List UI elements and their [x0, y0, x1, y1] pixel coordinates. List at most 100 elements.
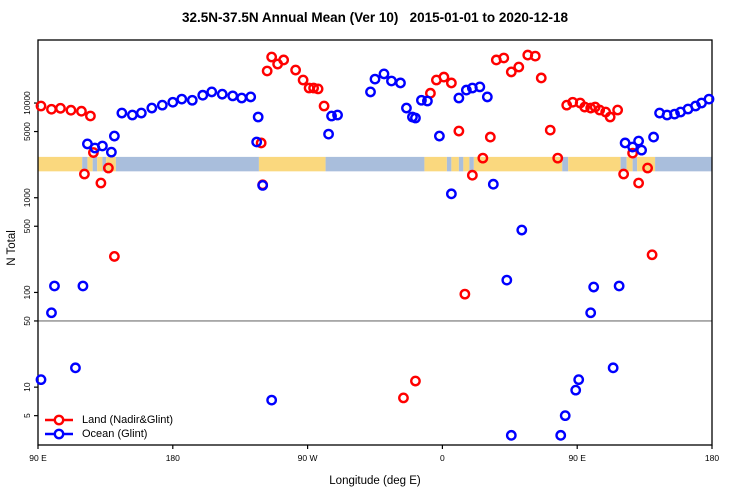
data-point: [79, 168, 90, 180]
data-point: [416, 94, 427, 106]
data-point: [552, 152, 564, 164]
y-tick-label: 5: [22, 413, 32, 418]
band-segment-land: [626, 156, 633, 172]
data-point: [529, 50, 541, 62]
x-tick-label: 90 W: [298, 453, 318, 463]
data-point: [434, 130, 445, 142]
band-segment-land: [473, 156, 563, 172]
data-point: [410, 112, 421, 124]
data-point: [126, 109, 138, 121]
data-point: [555, 429, 567, 441]
legend: Land (Nadir&Glint) Ocean (Glint): [44, 413, 173, 441]
data-point: [501, 274, 513, 286]
data-point: [105, 146, 117, 158]
data-point: [365, 86, 376, 98]
data-point: [484, 131, 496, 143]
x-tick-label: 90 E: [568, 453, 586, 463]
data-point: [613, 280, 625, 292]
data-point: [332, 109, 343, 121]
data-point: [618, 168, 630, 180]
data-point: [85, 110, 96, 122]
data-point: [459, 288, 471, 300]
series-ocean: [35, 68, 715, 441]
y-tick-label: 50: [22, 316, 32, 326]
data-point: [627, 147, 639, 159]
data-point: [559, 410, 571, 422]
data-point: [55, 102, 66, 114]
data-point: [378, 68, 390, 80]
data-point: [266, 51, 278, 63]
plot-frame: [37, 39, 713, 446]
y-tick-label: 1000: [22, 188, 32, 207]
band-segment-land: [258, 156, 326, 172]
band-segment-ocean: [82, 156, 88, 172]
data-point: [573, 374, 585, 386]
data-point: [167, 96, 179, 108]
series-land: [35, 49, 658, 404]
legend-item-ocean: Ocean (Glint): [44, 427, 173, 441]
band-segment-ocean: [469, 156, 474, 172]
data-point: [266, 394, 278, 406]
ocean-series-symbol: [45, 428, 73, 440]
y-tick-label: 5000: [22, 122, 32, 141]
data-point: [460, 84, 472, 96]
band-segment-ocean: [632, 156, 638, 172]
data-point: [46, 103, 57, 115]
band-segment-ocean: [92, 156, 98, 172]
data-point: [453, 92, 465, 104]
data-point: [438, 71, 450, 83]
data-point: [516, 224, 528, 236]
data-point: [257, 179, 269, 191]
band-segment-land: [451, 156, 459, 172]
data-point: [312, 83, 324, 95]
y-tick-label: 500: [22, 219, 32, 233]
data-point: [135, 107, 147, 119]
band-segment-land: [97, 156, 103, 172]
data-point: [646, 249, 658, 261]
data-point: [369, 73, 381, 85]
data-point: [636, 144, 648, 156]
data-point: [588, 281, 600, 293]
data-point: [398, 392, 409, 404]
data-point: [579, 101, 591, 113]
band-segment-ocean: [458, 156, 464, 172]
y-axis-label: N Total: [6, 230, 18, 266]
data-point: [612, 104, 624, 116]
data-point: [323, 128, 334, 140]
band-segment-land: [424, 156, 447, 172]
data-point: [108, 251, 120, 262]
y-tick-label: 100: [22, 285, 32, 299]
x-axis-ticks: 90 E 180 90 W 0 90 E 180: [29, 445, 719, 463]
data-point: [422, 95, 433, 107]
band-segment-land: [568, 156, 621, 172]
legend-label-land: Land (Nadir&Glint): [82, 414, 174, 426]
data-point: [544, 124, 556, 136]
band-segment-ocean: [562, 156, 569, 172]
x-tick-label: 90 E: [29, 453, 47, 463]
data-point: [669, 108, 680, 120]
data-point: [102, 162, 114, 174]
data-point: [326, 110, 337, 122]
x-tick-label: 180: [705, 453, 719, 463]
y-tick-label: 10000: [22, 91, 32, 115]
data-point: [410, 375, 421, 387]
data-point: [513, 61, 525, 73]
data-point: [216, 88, 228, 100]
data-point: [474, 81, 486, 93]
data-point: [77, 280, 89, 292]
data-point: [65, 104, 77, 116]
data-point: [703, 93, 715, 105]
data-point: [633, 177, 645, 189]
data-point: [648, 131, 659, 143]
data-point: [35, 100, 47, 112]
data-point: [445, 188, 457, 200]
data-point: [498, 52, 510, 64]
data-point: [245, 91, 257, 103]
land-ocean-band: [38, 156, 712, 172]
data-point: [46, 307, 57, 319]
data-point: [186, 94, 198, 106]
data-point: [35, 374, 47, 386]
band-segment-ocean: [446, 156, 452, 172]
